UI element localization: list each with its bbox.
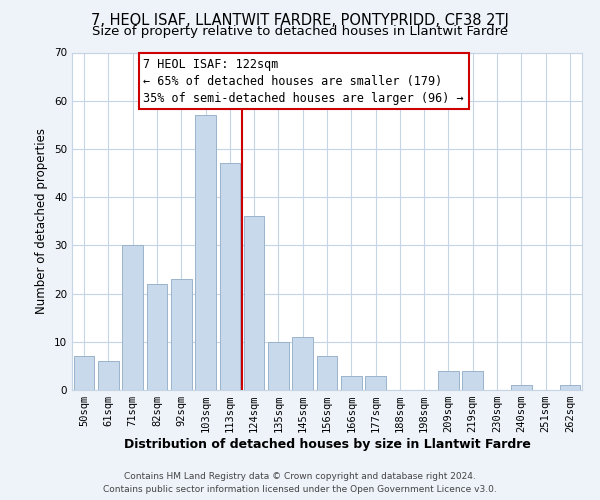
Bar	[341, 376, 362, 390]
Bar	[438, 370, 459, 390]
Text: Size of property relative to detached houses in Llantwit Fardre: Size of property relative to detached ho…	[92, 25, 508, 38]
Text: 7 HEOL ISAF: 122sqm
← 65% of detached houses are smaller (179)
35% of semi-detac: 7 HEOL ISAF: 122sqm ← 65% of detached ho…	[143, 58, 464, 104]
Bar	[317, 356, 337, 390]
X-axis label: Distribution of detached houses by size in Llantwit Fardre: Distribution of detached houses by size …	[124, 438, 530, 451]
Bar	[122, 246, 143, 390]
Bar	[220, 164, 240, 390]
Bar	[171, 279, 191, 390]
Bar	[74, 356, 94, 390]
Bar	[511, 385, 532, 390]
Bar	[292, 337, 313, 390]
Bar	[195, 115, 216, 390]
Bar	[98, 361, 119, 390]
Y-axis label: Number of detached properties: Number of detached properties	[35, 128, 49, 314]
Text: 7, HEOL ISAF, LLANTWIT FARDRE, PONTYPRIDD, CF38 2TJ: 7, HEOL ISAF, LLANTWIT FARDRE, PONTYPRID…	[91, 12, 509, 28]
Bar	[146, 284, 167, 390]
Bar	[244, 216, 265, 390]
Bar	[560, 385, 580, 390]
Bar	[463, 370, 483, 390]
Bar	[268, 342, 289, 390]
Text: Contains HM Land Registry data © Crown copyright and database right 2024.
Contai: Contains HM Land Registry data © Crown c…	[103, 472, 497, 494]
Bar	[365, 376, 386, 390]
